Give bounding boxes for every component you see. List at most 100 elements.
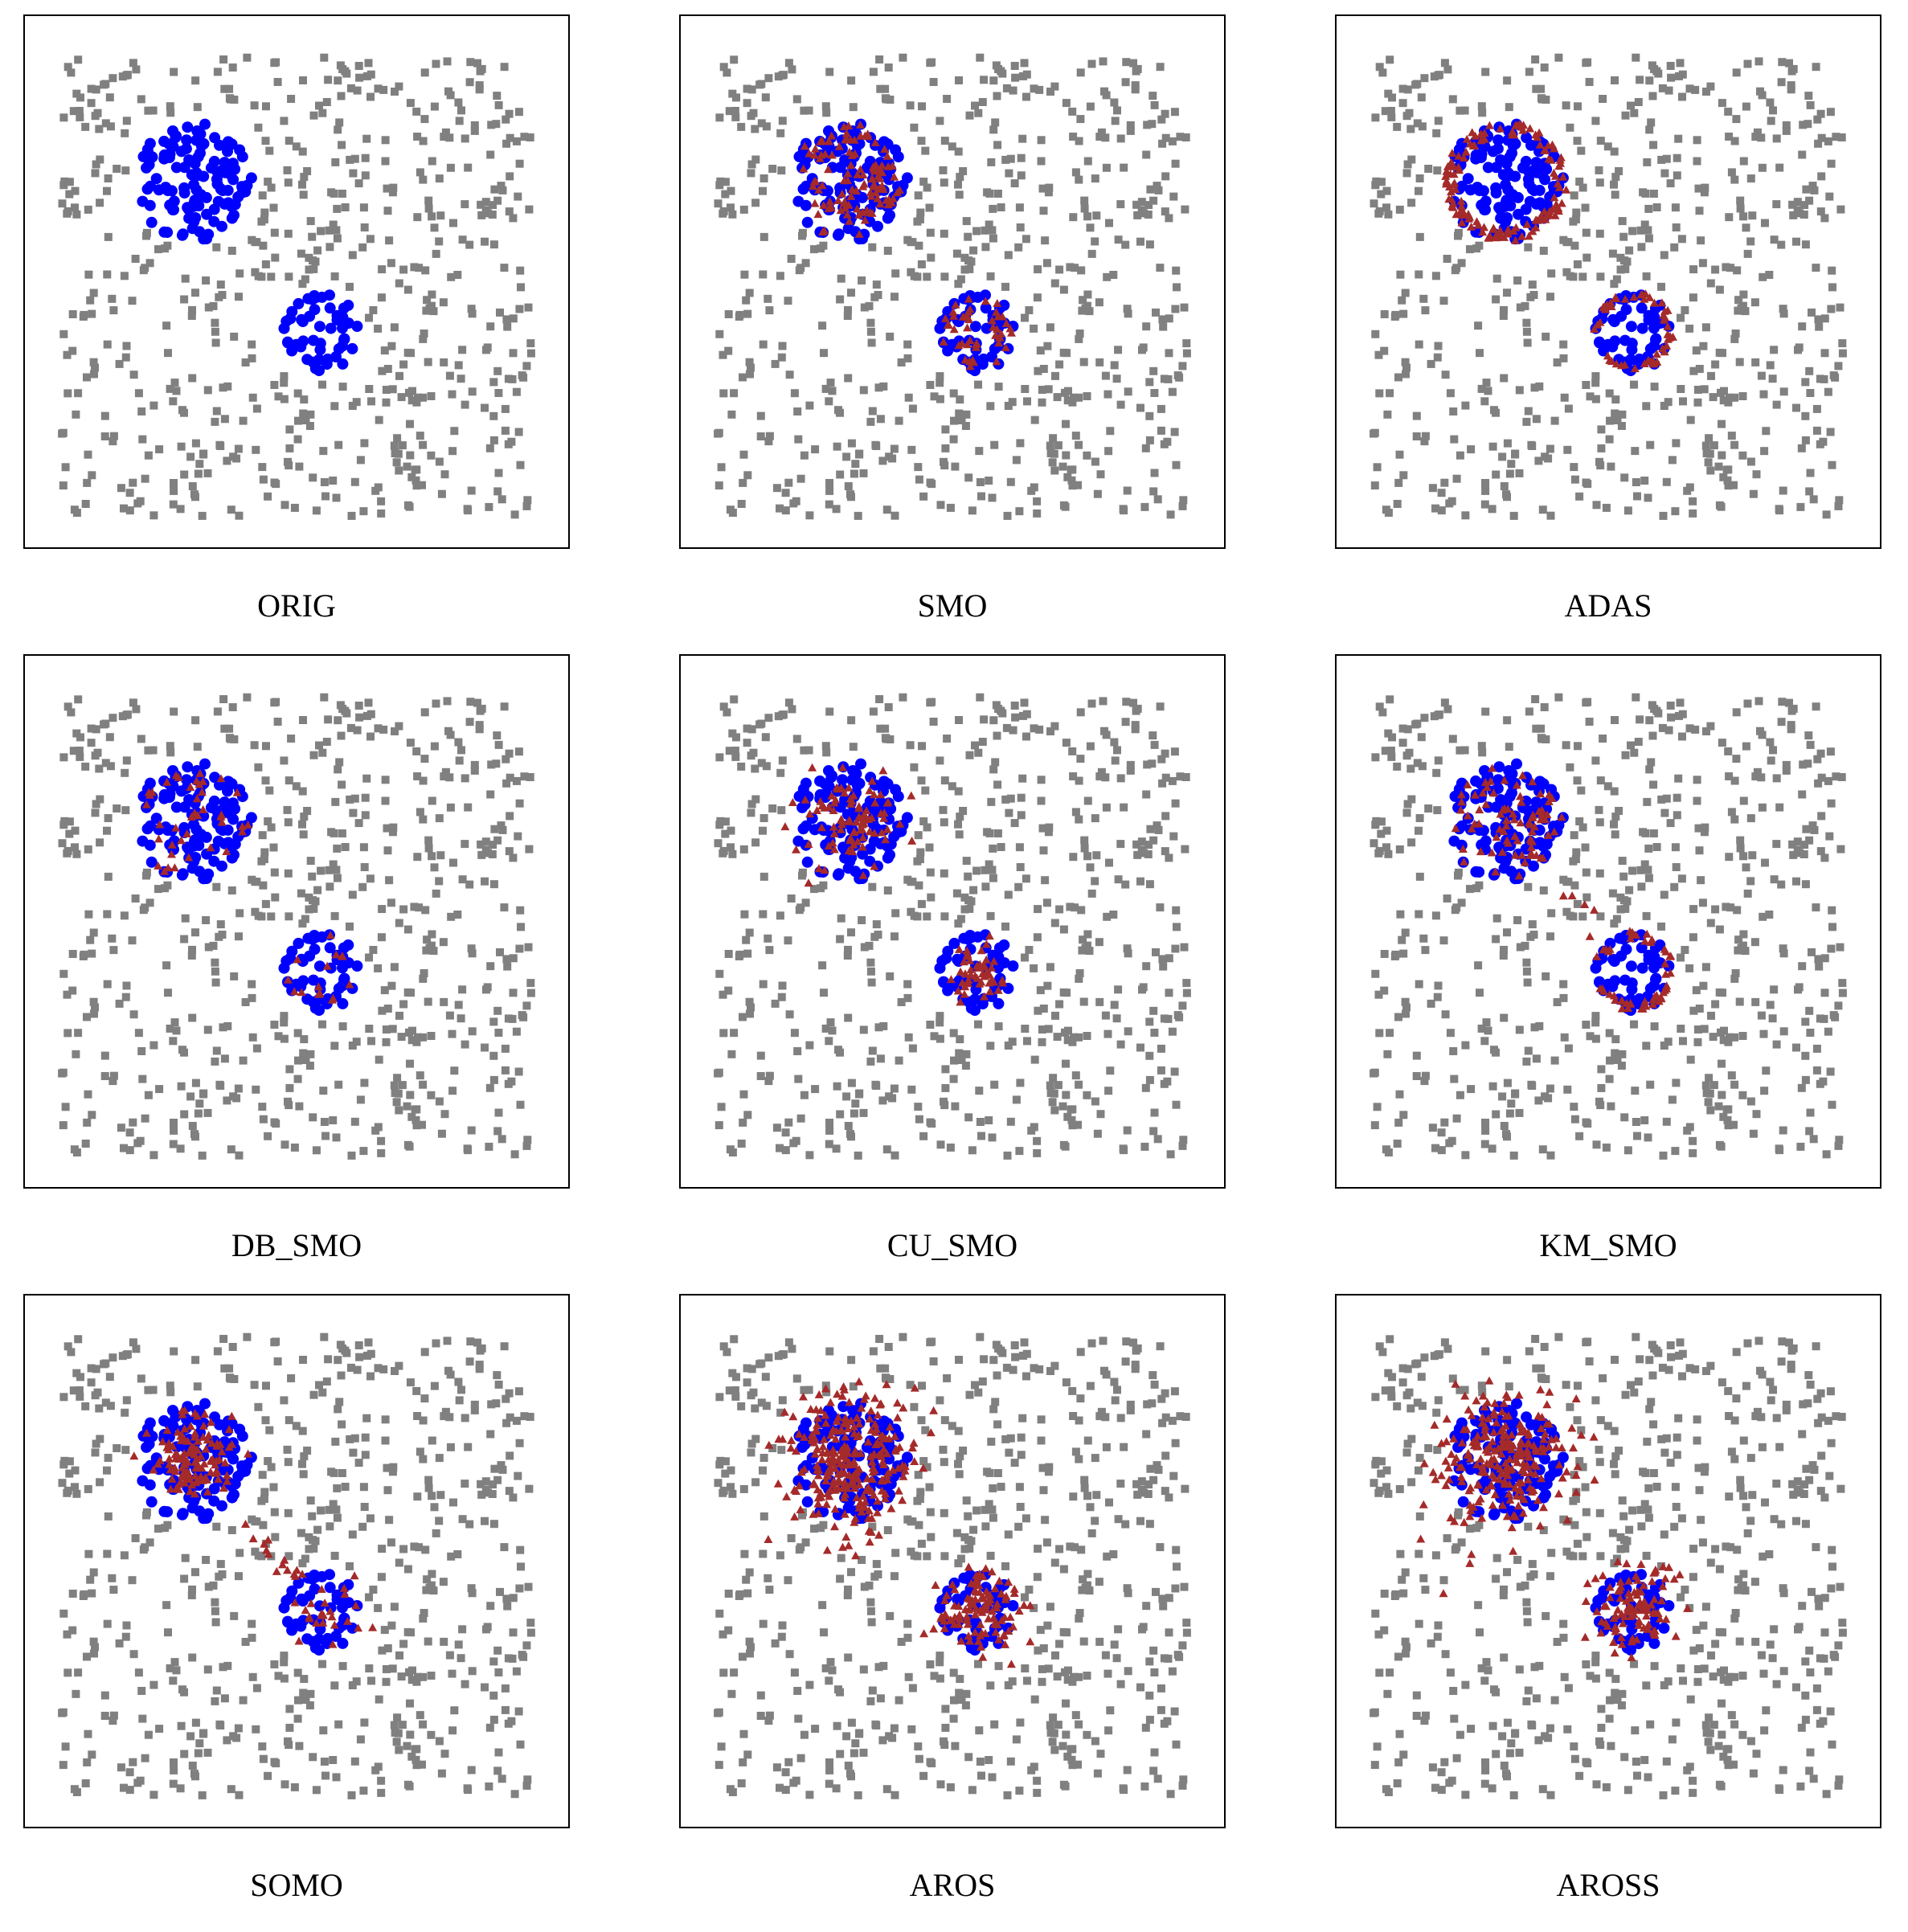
majority-point xyxy=(398,441,407,450)
majority-point xyxy=(1789,64,1798,73)
majority-point xyxy=(445,1011,454,1020)
synthetic-point xyxy=(813,806,821,814)
synthetic-point xyxy=(966,965,976,974)
majority-point xyxy=(1122,58,1131,67)
majority-point xyxy=(1513,916,1522,924)
synthetic-point xyxy=(1496,809,1505,818)
majority-point xyxy=(876,1054,885,1063)
majority-point xyxy=(1179,1136,1188,1144)
synthetic-point xyxy=(216,774,226,783)
majority-point xyxy=(489,880,498,889)
majority-point xyxy=(1739,930,1748,939)
minority-point xyxy=(946,338,958,350)
majority-point xyxy=(415,264,424,272)
majority-point xyxy=(1808,948,1816,956)
majority-point xyxy=(497,182,506,190)
majority-point xyxy=(756,411,765,420)
majority-point xyxy=(1413,80,1422,88)
synthetic-point xyxy=(960,989,969,998)
majority-point xyxy=(1723,1115,1732,1124)
majority-point xyxy=(1671,843,1680,852)
majority-point xyxy=(1603,782,1612,791)
majority-point xyxy=(1091,814,1099,823)
majority-point xyxy=(216,442,225,450)
majority-point xyxy=(1437,1128,1446,1137)
majority-point xyxy=(162,961,171,970)
majority-point xyxy=(523,496,532,505)
majority-point xyxy=(866,417,875,426)
majority-point xyxy=(170,486,178,495)
majority-point xyxy=(1810,186,1819,194)
majority-point xyxy=(914,463,923,472)
synthetic-point xyxy=(970,971,980,980)
majority-point xyxy=(1741,947,1750,956)
majority-point xyxy=(1413,759,1422,767)
majority-point xyxy=(874,383,883,392)
majority-point xyxy=(865,301,874,310)
minority-point xyxy=(219,837,231,849)
majority-point xyxy=(483,983,492,992)
minority-point xyxy=(837,774,849,786)
majority-point xyxy=(1101,1011,1110,1020)
majority-point xyxy=(1522,327,1531,336)
majority-point xyxy=(1066,903,1075,911)
majority-point xyxy=(1633,1132,1641,1140)
majority-point xyxy=(1621,751,1630,759)
majority-point xyxy=(1779,486,1787,495)
majority-point xyxy=(915,475,923,484)
majority-point xyxy=(975,447,984,456)
synthetic-point xyxy=(939,337,948,346)
majority-point xyxy=(1022,732,1030,741)
majority-point xyxy=(1660,808,1669,817)
majority-point xyxy=(488,850,497,858)
majority-point xyxy=(1507,460,1516,469)
majority-point xyxy=(1058,1102,1067,1111)
majority-point xyxy=(436,211,445,220)
majority-point xyxy=(1386,1029,1394,1038)
majority-point xyxy=(1433,353,1442,362)
majority-point xyxy=(473,59,481,68)
synthetic-point xyxy=(985,931,994,940)
majority-point xyxy=(1718,420,1726,428)
majority-point xyxy=(300,1035,309,1044)
majority-point xyxy=(1686,1055,1695,1064)
majority-point xyxy=(235,293,243,301)
majority-point xyxy=(465,78,474,87)
majority-point xyxy=(1095,772,1104,781)
synthetic-point xyxy=(1516,792,1525,800)
majority-point xyxy=(1806,389,1815,397)
majority-point xyxy=(211,1057,219,1066)
synthetic-point xyxy=(315,989,325,997)
majority-point xyxy=(121,353,130,362)
majority-point xyxy=(1777,880,1786,889)
majority-point xyxy=(872,442,881,450)
majority-point xyxy=(1739,157,1748,166)
synthetic-point xyxy=(313,982,323,991)
majority-point xyxy=(1607,1102,1615,1111)
majority-point xyxy=(1447,497,1456,506)
synthetic-point xyxy=(981,939,991,948)
synthetic-point xyxy=(876,790,886,799)
majority-point xyxy=(1719,1112,1728,1121)
majority-point xyxy=(1542,735,1550,743)
majority-point xyxy=(1116,774,1125,783)
majority-point xyxy=(1662,477,1671,486)
synthetic-point xyxy=(965,305,975,313)
minority-point xyxy=(1490,801,1502,813)
minority-point xyxy=(141,823,154,835)
majority-point xyxy=(1700,828,1709,837)
majority-point xyxy=(395,1106,403,1115)
majority-point xyxy=(137,735,145,743)
majority-point xyxy=(1787,85,1795,94)
majority-point xyxy=(818,321,827,330)
majority-point xyxy=(1649,829,1658,837)
majority-point xyxy=(1012,456,1021,465)
majority-point xyxy=(235,932,243,941)
synthetic-point xyxy=(1476,129,1486,138)
synthetic-point xyxy=(869,790,878,799)
majority-point xyxy=(419,1033,428,1042)
majority-point xyxy=(1530,383,1539,392)
majority-point xyxy=(1778,58,1787,67)
majority-point xyxy=(519,373,528,382)
majority-point xyxy=(1033,509,1042,518)
